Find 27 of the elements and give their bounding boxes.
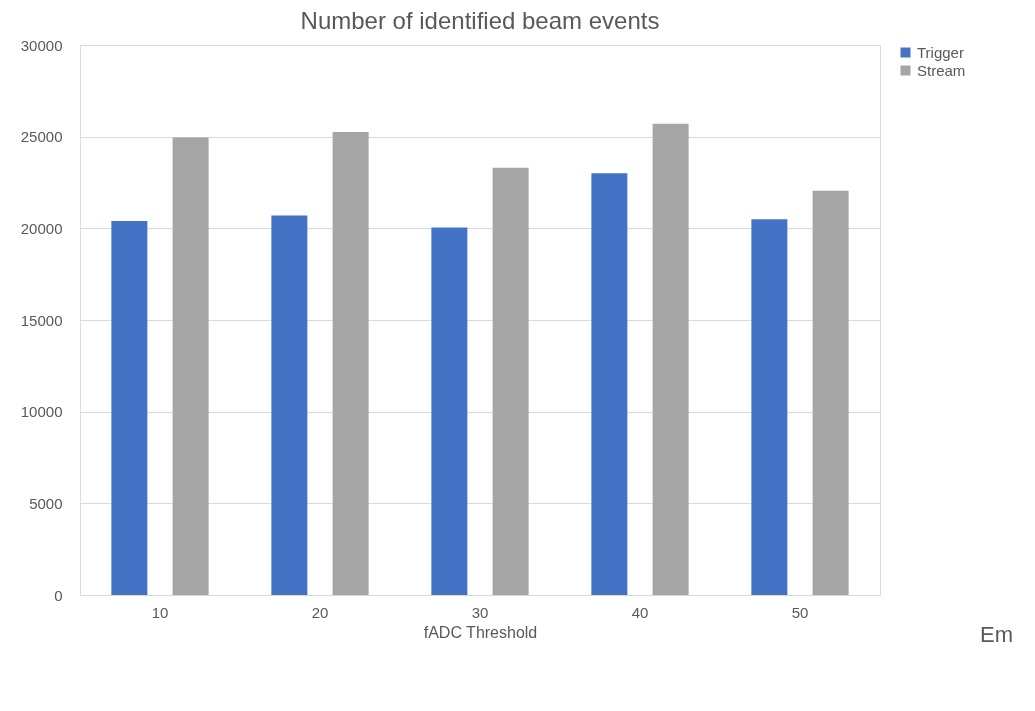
bar: [111, 221, 148, 595]
y-tick-label: 5000: [29, 494, 63, 512]
x-tick-label: 50: [791, 603, 809, 621]
chart-title: Number of identified beam events: [300, 7, 660, 34]
text: Em: [980, 622, 1013, 647]
bar: [652, 123, 689, 595]
bar: [172, 137, 209, 595]
x-tick-label: 30: [471, 603, 489, 621]
y-tick-label: 15000: [20, 311, 63, 329]
x-tick-label: 40: [631, 603, 649, 621]
y-tick-label: 0: [54, 586, 63, 604]
y-tick-label: 10000: [20, 403, 63, 421]
legend-label: Trigger: [917, 43, 964, 61]
bar: [751, 219, 788, 595]
x-tick-label: 10: [151, 603, 169, 621]
bar: [271, 215, 308, 595]
y-tick-label: 20000: [20, 219, 63, 237]
y-tick-label: 25000: [20, 128, 63, 146]
bar: [591, 173, 628, 595]
x-axis-title: fADC Threshold: [423, 623, 538, 641]
legend-label: Stream: [917, 61, 966, 79]
y-tick-label: 30000: [20, 36, 63, 54]
bar: [332, 132, 369, 595]
bar: [492, 167, 529, 595]
bar: [431, 227, 468, 595]
x-tick-label: 20: [311, 603, 329, 621]
bar: [812, 190, 849, 595]
